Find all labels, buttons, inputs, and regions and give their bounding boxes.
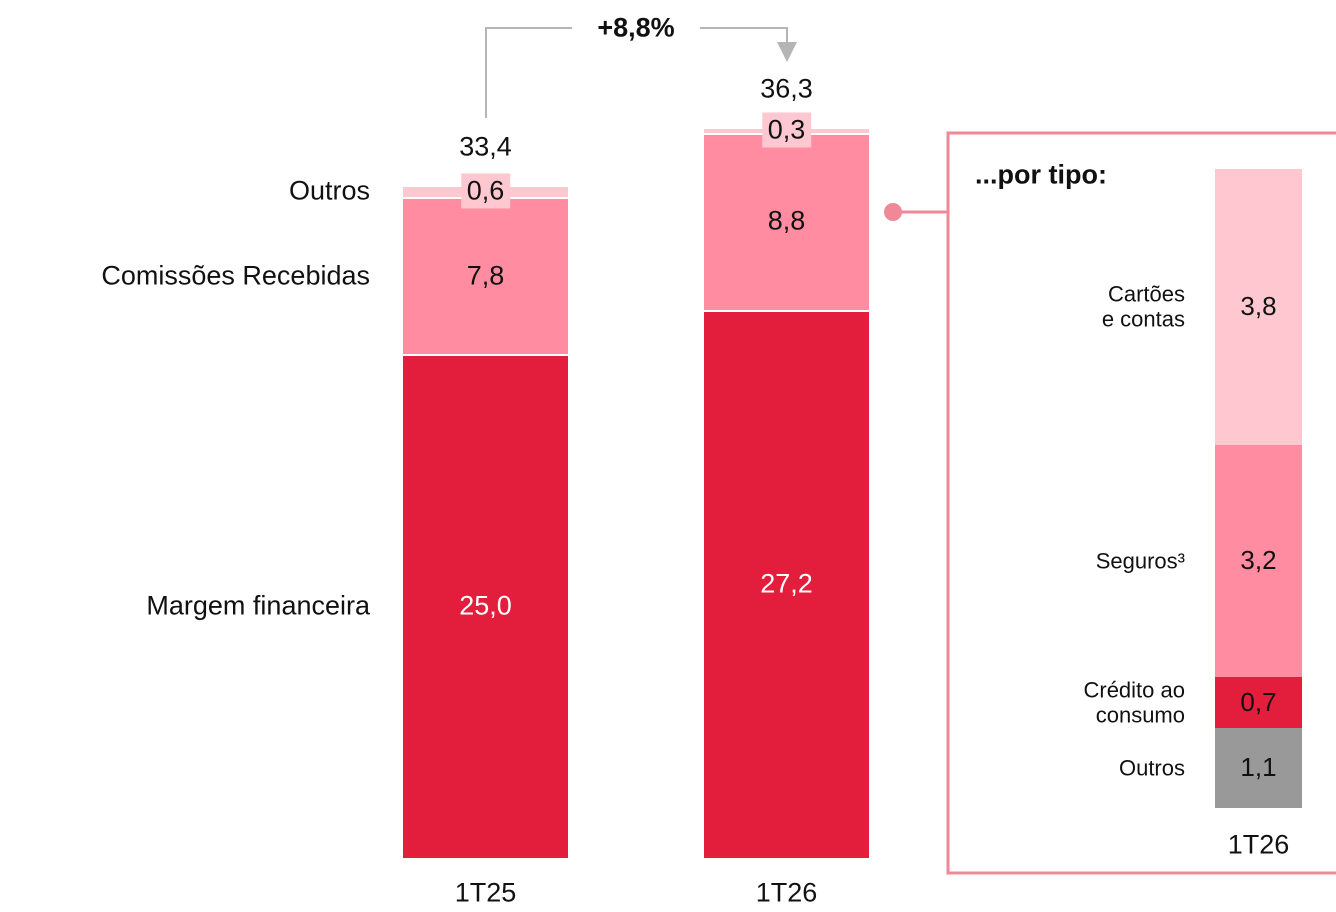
bar-segment	[403, 354, 568, 858]
x-tick-label: 1T26	[1227, 829, 1290, 860]
bar-segment	[403, 197, 568, 355]
breakdown-title: ...por tipo:	[975, 159, 1107, 190]
value-label: 3,8	[1240, 291, 1277, 322]
series-label: Seguros³	[1095, 548, 1185, 574]
series-label: Crédito ao consumo	[1083, 677, 1185, 728]
bar-segment	[1215, 445, 1302, 678]
value-label: 0,7	[1240, 686, 1277, 717]
value-label: 8,8	[767, 205, 806, 236]
value-label: 3,2	[1240, 545, 1277, 576]
value-label: 0,6	[460, 173, 511, 209]
total-label: 33,4	[459, 131, 512, 162]
value-label: 25,0	[459, 590, 512, 621]
series-label: Outros	[1118, 755, 1185, 781]
value-label: 1,1	[1240, 752, 1277, 783]
breakdown-panel	[946, 131, 1336, 875]
connector-dot	[884, 203, 902, 221]
growth-arrow-left	[485, 27, 572, 118]
series-label: Outros	[288, 175, 370, 206]
x-tick-label: 1T26	[755, 877, 818, 908]
bar-segment	[704, 132, 869, 310]
bar-segment	[1215, 169, 1302, 445]
growth-arrow-right	[700, 27, 797, 62]
bar-segment	[1215, 728, 1302, 808]
bar-segment	[1215, 677, 1302, 729]
series-label: Comissões Recebidas	[101, 260, 370, 291]
value-label: 0,3	[761, 112, 812, 148]
x-tick-label: 1T25	[454, 877, 517, 908]
growth-annotation: +8,8%	[597, 12, 675, 43]
series-label: Margem financeira	[146, 590, 370, 621]
total-label: 36,3	[760, 73, 813, 104]
bar-segment	[704, 309, 869, 858]
value-label: 27,2	[760, 568, 813, 599]
value-label: 7,8	[466, 260, 505, 291]
series-label: Cartões e contas	[1101, 281, 1185, 333]
